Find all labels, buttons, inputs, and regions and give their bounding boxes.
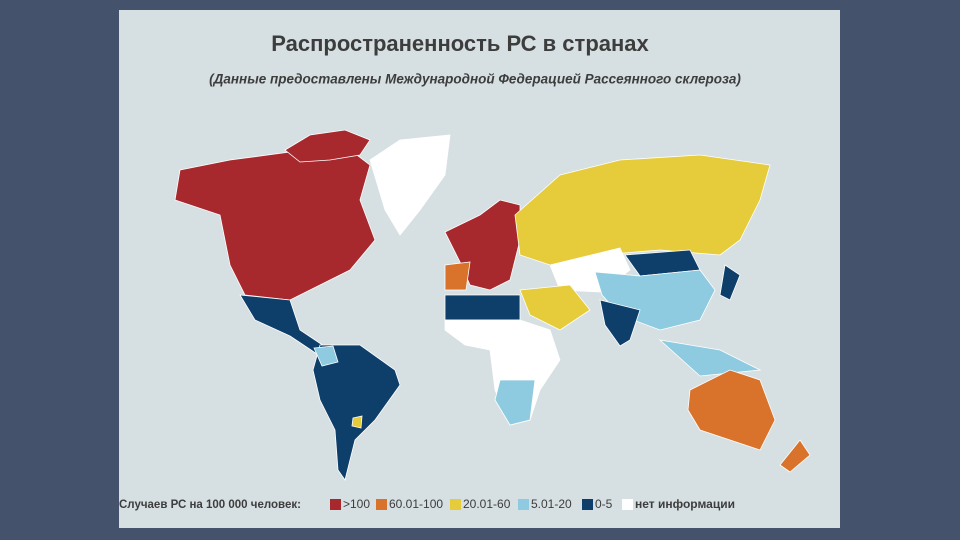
legend-swatch	[450, 499, 461, 510]
india	[599, 299, 641, 347]
title: Распространенность РС в странах	[271, 31, 649, 56]
world-map	[174, 129, 811, 481]
legend-title: Случаев РС на 100 000 человек:	[119, 499, 301, 511]
southeast-asia	[658, 339, 762, 377]
southern-africa	[494, 379, 536, 426]
legend-swatch	[330, 499, 341, 510]
subtitle: (Данные предоставлены Международной Феде…	[209, 72, 741, 87]
legend-swatch	[376, 499, 387, 510]
north-africa	[444, 294, 521, 321]
uruguay	[351, 415, 363, 429]
south-america	[312, 344, 401, 481]
legend-swatch	[582, 499, 593, 510]
legend-swatch	[622, 499, 633, 510]
legend-label: 0-5	[595, 497, 613, 511]
australia	[687, 369, 776, 451]
arctic-islands	[284, 129, 371, 163]
legend: >100 60.01-100 20.01-60 5.01-20 0-5 нет инфор…	[330, 497, 735, 511]
greenland	[369, 134, 451, 236]
legend-label: нет информации	[635, 497, 735, 511]
middle-east	[519, 284, 591, 331]
legend-label: 60.01-100	[389, 497, 443, 511]
japan	[719, 264, 741, 301]
legend-label: 20.01-60	[463, 497, 511, 511]
new-zealand	[779, 439, 811, 473]
legend-label: 5.01-20	[531, 497, 572, 511]
iberia	[444, 261, 471, 291]
legend-swatch	[518, 499, 529, 510]
andes	[313, 345, 339, 367]
legend-label: >100	[343, 497, 370, 511]
